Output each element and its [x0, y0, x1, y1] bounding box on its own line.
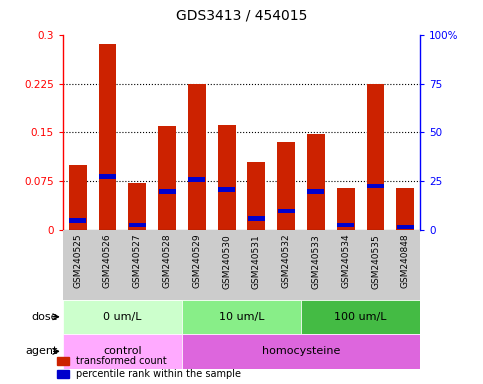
Text: GSM240527: GSM240527 [133, 234, 142, 288]
Bar [188, 177, 205, 182]
Text: 100 um/L: 100 um/L [334, 312, 387, 322]
Bar [308, 189, 325, 194]
Text: GSM240534: GSM240534 [341, 234, 350, 288]
Bar [158, 126, 176, 230]
Bar [63, 334, 182, 369]
Bar [248, 216, 265, 221]
Bar [301, 300, 420, 334]
Text: dose: dose [31, 312, 58, 322]
Bar [99, 174, 116, 179]
Text: agent: agent [26, 346, 58, 356]
Bar [218, 187, 235, 192]
Bar [277, 142, 295, 230]
Text: GSM240530: GSM240530 [222, 234, 231, 289]
Text: GSM240528: GSM240528 [163, 234, 171, 288]
Legend: transformed count, percentile rank within the sample: transformed count, percentile rank withi… [53, 352, 245, 383]
Text: GSM240525: GSM240525 [73, 234, 82, 288]
Bar [63, 300, 182, 334]
Bar [367, 84, 384, 230]
Text: GSM240848: GSM240848 [401, 234, 410, 288]
Bar [188, 84, 206, 230]
Text: GSM240526: GSM240526 [103, 234, 112, 288]
Bar [397, 188, 414, 230]
Bar [182, 300, 301, 334]
Bar [367, 184, 384, 188]
Text: GSM240529: GSM240529 [192, 234, 201, 288]
Bar [278, 209, 295, 213]
Bar [182, 334, 420, 369]
Text: GSM240531: GSM240531 [252, 234, 261, 289]
Bar [158, 189, 175, 194]
Text: GSM240535: GSM240535 [371, 234, 380, 289]
Bar [247, 162, 265, 230]
Bar [337, 188, 355, 230]
Bar [69, 218, 86, 223]
Bar [69, 165, 86, 230]
Text: GDS3413 / 454015: GDS3413 / 454015 [176, 8, 307, 22]
Bar [129, 223, 146, 227]
Bar [128, 183, 146, 230]
Bar [218, 125, 236, 230]
Bar [337, 223, 354, 227]
Text: control: control [103, 346, 142, 356]
Bar [397, 225, 414, 229]
Bar [99, 45, 116, 230]
Text: GSM240533: GSM240533 [312, 234, 320, 289]
Bar [307, 134, 325, 230]
Text: GSM240532: GSM240532 [282, 234, 291, 288]
Text: 0 um/L: 0 um/L [103, 312, 142, 322]
Text: homocysteine: homocysteine [262, 346, 340, 356]
Text: 10 um/L: 10 um/L [219, 312, 264, 322]
